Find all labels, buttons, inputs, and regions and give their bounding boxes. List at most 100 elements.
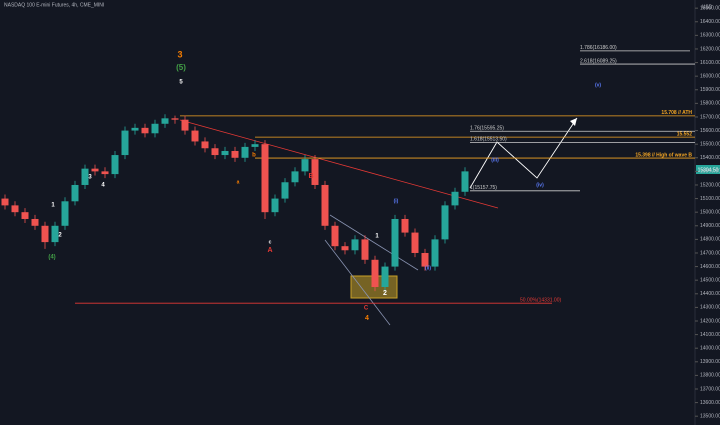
candle-body: [1, 198, 9, 206]
candle-body: [11, 205, 19, 213]
currency: USD: [702, 4, 713, 10]
wave-label: 2: [58, 233, 62, 239]
level-label: 15.708 // ATH: [661, 110, 692, 116]
level-label: 15.398 // High of wave B: [635, 152, 692, 158]
wave-label: 3: [88, 175, 92, 181]
candle-body: [211, 148, 219, 156]
y-tick-label: 16000.00: [700, 73, 720, 79]
wave-label: B: [308, 173, 313, 180]
level-label: 1.618(15513.50): [470, 137, 507, 143]
candle-body: [131, 127, 139, 131]
candle-body: [191, 130, 199, 142]
candle-body: [451, 191, 459, 206]
wave-label: C: [364, 306, 369, 312]
y-tick-label: 13900.00: [700, 359, 720, 365]
projection-arrow: [570, 118, 577, 126]
level-label: 2.618(16089.25): [580, 58, 617, 64]
y-tick-label: 15100.00: [700, 196, 720, 202]
candle-body: [81, 168, 89, 185]
wave-label: 1: [375, 234, 379, 240]
symbol-title: NASDAQ 100 E-mini Futures, 4h, CME_MINI: [4, 2, 104, 8]
candle-body: [31, 218, 39, 226]
candle-body: [341, 246, 349, 251]
y-tick-label: 14400.00: [700, 291, 720, 297]
candle-body: [171, 118, 179, 120]
candle-body: [291, 171, 299, 183]
wave-label: 4: [101, 183, 105, 189]
wave-label: 4: [365, 315, 369, 322]
candle-body: [61, 201, 69, 226]
candle-body: [141, 127, 149, 134]
level-label: 1(15157.75): [470, 185, 497, 191]
y-tick-label: 14200.00: [700, 318, 720, 324]
y-tick-label: 13500.00: [700, 414, 720, 420]
y-tick-label: 14000.00: [700, 346, 720, 352]
y-tick-label: 14100.00: [700, 332, 720, 338]
y-tick-label: 13700.00: [700, 386, 720, 392]
candle-body: [21, 212, 29, 219]
candle-body: [351, 239, 359, 251]
wave-label: b: [252, 153, 256, 159]
wave-label: (ii): [425, 265, 431, 271]
candle-body: [411, 232, 419, 253]
wave-label: A: [267, 247, 272, 254]
y-tick-label: 14800.00: [700, 237, 720, 243]
last-price: 15304.50: [698, 167, 719, 173]
y-tick-label: 16100.00: [700, 60, 720, 66]
trendline: [179, 119, 499, 209]
wave-label: 5: [179, 80, 183, 86]
candle-body: [91, 168, 99, 172]
candle-body: [371, 259, 379, 287]
candle-body: [271, 198, 279, 213]
candle-body: [391, 218, 399, 267]
wave-label: (i): [394, 198, 399, 204]
candle-body: [361, 239, 369, 260]
candle-body: [221, 150, 229, 156]
candle-body: [281, 182, 289, 199]
y-tick-label: 15400.00: [700, 155, 720, 161]
candle-body: [381, 266, 389, 287]
level-label: 1.76(15595.25): [470, 126, 504, 132]
candle-body: [161, 118, 169, 124]
candle-body: [261, 144, 269, 213]
trendline: [329, 214, 419, 271]
candle-body: [441, 205, 449, 240]
y-tick-label: 14600.00: [700, 264, 720, 270]
last-price-tag: [696, 165, 720, 174]
y-tick-label: 14900.00: [700, 223, 720, 229]
wave-label: (iv): [536, 182, 544, 188]
y-tick-label: 13800.00: [700, 373, 720, 379]
projection-path: [469, 117, 578, 189]
trendline: [324, 239, 391, 326]
candle-body: [201, 141, 209, 149]
y-tick-label: 15700.00: [700, 114, 720, 120]
candle-body: [431, 239, 439, 267]
candle-body: [241, 146, 249, 158]
wave-label: 1: [51, 203, 55, 209]
y-tick-label: 16300.00: [700, 33, 720, 39]
candle-body: [41, 225, 49, 243]
y-tick-label: 13600.00: [700, 400, 720, 406]
y-tick-label: 15800.00: [700, 101, 720, 107]
candle-body: [401, 218, 409, 233]
wave-label: 3: [177, 49, 182, 59]
y-tick-label: 15300.00: [700, 169, 720, 175]
wave-label: (v): [595, 82, 601, 88]
level-label: 50.00%(14331.00): [520, 298, 561, 304]
candle-body: [251, 144, 259, 147]
wave-label: (5): [176, 63, 186, 72]
candle-body: [121, 130, 129, 156]
y-tick-label: 14500.00: [700, 278, 720, 284]
y-tick-label: 16500.00: [700, 5, 720, 11]
wave-label: (4): [48, 255, 55, 261]
y-tick-label: 15900.00: [700, 87, 720, 93]
candle-body: [151, 123, 159, 134]
wave-label: c: [269, 239, 272, 245]
candle-body: [311, 159, 319, 185]
candle-body: [331, 225, 339, 247]
candle-body: [321, 184, 329, 226]
candle-body: [421, 252, 429, 267]
y-tick-label: 16200.00: [700, 46, 720, 52]
